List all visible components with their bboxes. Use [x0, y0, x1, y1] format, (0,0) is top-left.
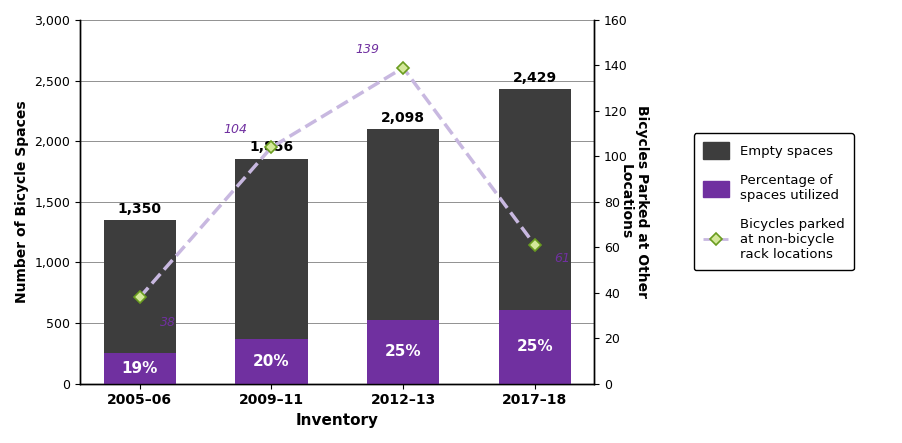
Text: 38: 38 [160, 315, 176, 329]
Bar [235, 339, 308, 384]
Text: 139: 139 [355, 43, 380, 56]
Bar [499, 89, 571, 310]
Y-axis label: Number of Bicycle Spaces: Number of Bicycle Spaces [15, 101, 29, 303]
Text: 1,350: 1,350 [118, 202, 161, 216]
Bar [104, 220, 176, 353]
Bar [104, 353, 176, 384]
Legend: Empty spaces, Percentage of
spaces utilized, Bicycles parked
at non-bicycle
rack: Empty spaces, Percentage of spaces utili… [694, 133, 853, 271]
Bar [499, 310, 571, 384]
Bar [367, 320, 439, 384]
Text: 2,098: 2,098 [382, 111, 425, 125]
Text: 25%: 25% [517, 339, 553, 354]
Bar [367, 129, 439, 320]
Text: 61: 61 [555, 252, 571, 265]
Y-axis label: Bicycles Parked at Other
Locations: Bicycles Parked at Other Locations [619, 105, 649, 299]
Text: 1,856: 1,856 [249, 140, 293, 155]
Text: 2,429: 2,429 [512, 71, 557, 85]
Bar [235, 159, 308, 339]
Text: 20%: 20% [253, 354, 290, 369]
Text: 104: 104 [224, 123, 248, 136]
Text: 19%: 19% [122, 361, 158, 376]
Text: 25%: 25% [385, 344, 421, 359]
X-axis label: Inventory: Inventory [296, 413, 379, 428]
